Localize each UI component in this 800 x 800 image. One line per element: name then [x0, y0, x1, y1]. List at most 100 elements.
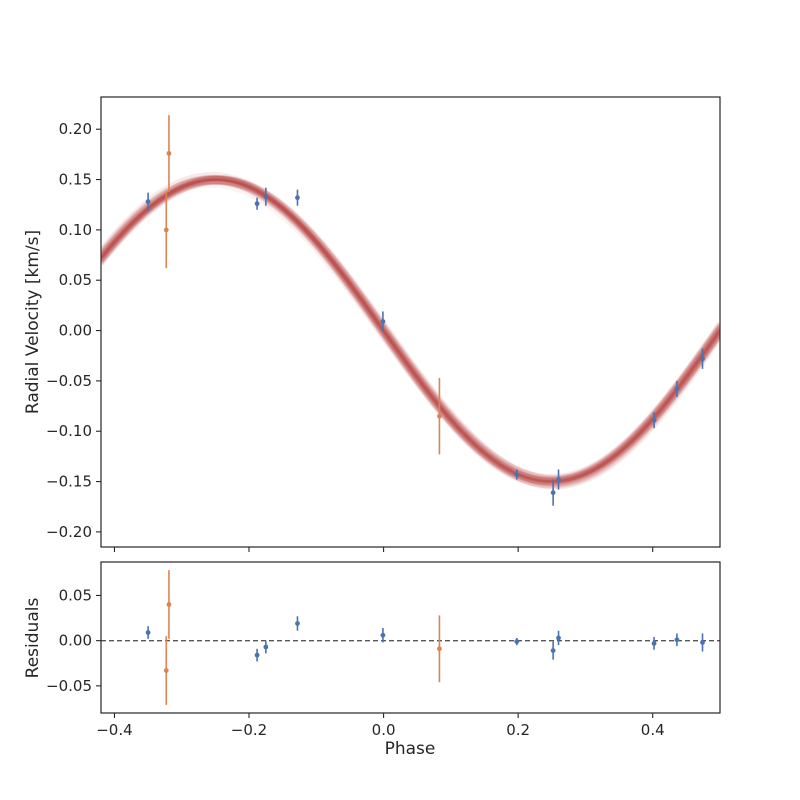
residual-data-point [163, 668, 169, 673]
residuals-y-tick-label: −0.05 [46, 677, 92, 695]
residuals-x-ticks: −0.4 −0.2 0.0 0.2 0.4 [96, 713, 665, 739]
main-axes-frame [100, 96, 721, 548]
model-curve-sample [101, 178, 720, 483]
residuals-y-axis-label: Residuals [23, 598, 43, 679]
x-tick-label: 0.0 [372, 721, 396, 739]
rv-data-point [437, 413, 442, 419]
model-curve-sample [101, 175, 720, 487]
model-curve-sample [101, 175, 720, 483]
x-tick-label: −0.2 [231, 721, 267, 739]
rv-data-point [380, 319, 386, 324]
residual-data-point [254, 652, 260, 658]
model-curve-median [101, 178, 720, 484]
residual-data-point [674, 637, 680, 643]
rv-data-point [514, 472, 520, 477]
residual-data-point [263, 644, 269, 650]
model-curve-sample [101, 179, 720, 485]
residuals-points [145, 602, 705, 673]
model-curve-band [101, 171, 720, 490]
rv-data-point [295, 195, 300, 201]
model-curve-sample [101, 175, 720, 483]
residual-data-point [550, 648, 556, 654]
model-curve-sample [101, 179, 720, 482]
rv-data-point [145, 199, 151, 205]
model-curve-sample [101, 175, 720, 486]
residuals-errorbars [147, 570, 704, 705]
model-curve-sample [101, 179, 720, 482]
main-y-axis-label: Radial Velocity [km/s] [23, 230, 43, 414]
residual-data-point [380, 632, 386, 638]
residual-data-point [514, 639, 520, 644]
residual-data-point [651, 640, 657, 646]
model-curve-sample [101, 178, 720, 481]
model-curve-sample [101, 178, 720, 480]
residual-data-point [145, 630, 151, 635]
rv-data-point [163, 227, 169, 233]
model-curve-sample [101, 179, 720, 484]
model-curve-sample [101, 174, 720, 484]
residuals-panel: −0.05 0.00 0.05 −0.4 −0.2 0.0 0.2 0.4 Residual… [23, 561, 721, 759]
model-curve-sample [101, 179, 720, 486]
model-curve-sample [101, 175, 720, 485]
residuals-y-tick-label: 0.00 [59, 632, 92, 650]
model-curve-sample [101, 174, 720, 486]
main-y-tick-label: 0.00 [59, 322, 92, 340]
model-curve-sample [101, 175, 720, 488]
model-curve-sample [101, 171, 720, 487]
main-y-tick-label: −0.10 [46, 422, 92, 440]
rv-data-point [166, 150, 172, 156]
model-curve-sample [101, 175, 720, 487]
model-curve-sample [101, 176, 720, 485]
main-y-ticks: −0.20 −0.15 −0.10 −0.05 0.00 0.05 0.10 0.15 0.20 [46, 120, 101, 541]
main-y-tick-label: −0.05 [46, 372, 92, 390]
residual-data-point [437, 646, 442, 652]
main-points [145, 150, 705, 496]
residuals-axes-frame [100, 561, 721, 714]
rv-data-point [263, 194, 269, 200]
main-y-tick-label: 0.05 [59, 271, 92, 289]
rv-data-point [674, 386, 680, 392]
model-curve-sample [101, 175, 720, 489]
x-tick-label: 0.4 [641, 721, 665, 739]
residual-data-point [166, 602, 172, 607]
model-curve-sample [101, 179, 720, 479]
residual-data-point [700, 640, 705, 645]
model-curve-sample [101, 175, 720, 482]
x-tick-label: −0.4 [96, 721, 132, 739]
model-curve-sample [101, 176, 720, 486]
model-curve-sample [101, 172, 720, 486]
model-curve-sample [101, 175, 720, 490]
model-curve-sample [101, 180, 720, 483]
rv-data-point [550, 490, 556, 496]
model-curve-sample [101, 175, 720, 490]
main-y-tick-label: −0.20 [46, 523, 92, 541]
rv-data-point [700, 356, 705, 362]
main-x-ticks [113, 547, 654, 552]
model-curve-sample [101, 175, 720, 484]
model-curve-sample [101, 179, 720, 484]
residual-data-point [295, 621, 300, 626]
model-curve-sample [101, 178, 720, 484]
residual-data-point [556, 635, 561, 641]
residuals-y-tick-label: 0.05 [59, 586, 92, 604]
rv-data-point [556, 477, 561, 482]
main-y-tick-label: −0.15 [46, 473, 92, 491]
model-curve-sample [101, 178, 720, 481]
main-y-tick-label: 0.20 [59, 120, 92, 138]
x-axis-label: Phase [385, 739, 436, 759]
main-y-tick-label: 0.15 [59, 171, 92, 189]
model-curve-sample [101, 179, 720, 481]
model-curve-sample [101, 175, 720, 482]
main-y-tick-label: 0.10 [59, 221, 92, 239]
model-curve-sample [101, 176, 720, 489]
model-curve-sample [101, 174, 720, 483]
model-curve-sample [101, 175, 720, 488]
model-curve-sample [101, 180, 720, 485]
rv-data-point [254, 201, 260, 207]
model-curve-sample [101, 179, 720, 480]
x-tick-label: 0.2 [506, 721, 530, 739]
rv-data-point [651, 417, 657, 423]
main-panel: −0.20 −0.15 −0.10 −0.05 0.00 0.05 0.10 0.15 0.20… [23, 96, 721, 552]
residuals-y-ticks: −0.05 0.00 0.05 [46, 586, 101, 695]
